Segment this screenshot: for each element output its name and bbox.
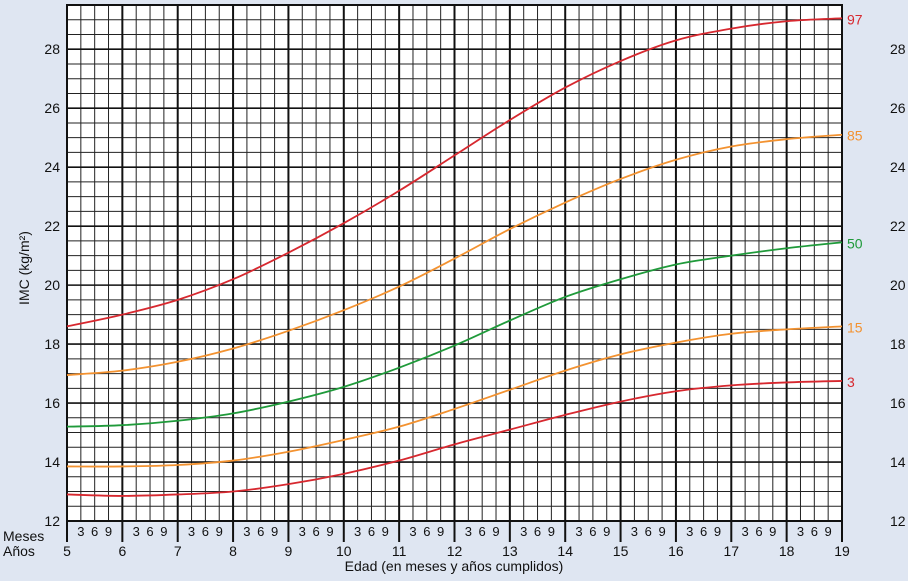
x-month-label: 3 [631, 524, 638, 539]
x-month-label: 3 [742, 524, 749, 539]
series-lines [66, 17, 843, 497]
x-month-label: 6 [202, 524, 209, 539]
y-tick-label-left: 28 [44, 41, 60, 57]
x-month-label: 9 [658, 524, 665, 539]
x-month-label: 9 [271, 524, 278, 539]
y-tick-label-right: 28 [890, 41, 906, 57]
x-month-label: 9 [603, 524, 610, 539]
x-year-label: 11 [392, 543, 407, 559]
percentile-15-line [66, 325, 843, 468]
percentile-15-label: 15 [847, 319, 863, 335]
x-month-label: 6 [700, 524, 707, 539]
x-month-label: 3 [797, 524, 804, 539]
x-month-label: 9 [105, 524, 112, 539]
y-tick-label-left: 20 [44, 277, 60, 293]
x-month-label: 3 [77, 524, 84, 539]
x-month-label: 9 [216, 524, 223, 539]
percentile-3-label: 3 [847, 374, 855, 390]
x-month-label: 3 [354, 524, 361, 539]
percentile-85-line [66, 133, 843, 376]
x-year-label: 16 [668, 543, 684, 559]
percentile-97-label: 97 [847, 11, 863, 27]
x-year-label: 13 [502, 543, 518, 559]
y-tick-label-left: 22 [44, 218, 60, 234]
x-month-label: 3 [520, 524, 527, 539]
x-month-label: 6 [257, 524, 264, 539]
x-month-label: 6 [589, 524, 596, 539]
x-month-label: 3 [188, 524, 195, 539]
y-tick-label-right: 16 [890, 395, 906, 411]
plot-frame [66, 4, 843, 522]
y-axis-left: 12 14 16 18 20 22 24 26 28 [44, 41, 60, 529]
x-month-label: 6 [146, 524, 153, 539]
y-tick-label-left: 18 [44, 336, 60, 352]
y-axis-right: 12 14 16 18 20 22 24 26 28 [890, 41, 906, 529]
x-month-label: 9 [714, 524, 721, 539]
x-month-label: 9 [326, 524, 333, 539]
y-tick-label-left: 26 [44, 100, 60, 116]
months-row-label: Meses [3, 528, 44, 544]
x-month-label: 9 [160, 524, 167, 539]
x-year-label: 19 [834, 543, 850, 559]
x-month-label: 9 [769, 524, 776, 539]
x-month-label: 3 [575, 524, 582, 539]
percentile-3-line [66, 380, 843, 497]
x-month-label: 6 [811, 524, 818, 539]
x-year-label: 10 [336, 543, 352, 559]
x-year-label: 5 [63, 543, 71, 559]
x-month-label: 6 [368, 524, 375, 539]
y-tick-label-right: 18 [890, 336, 906, 352]
x-month-label: 3 [686, 524, 693, 539]
y-tick-label-left: 24 [44, 159, 60, 175]
x-month-label: 9 [492, 524, 499, 539]
x-month-label: 9 [548, 524, 555, 539]
major-grid [66, 4, 843, 542]
x-month-label: 6 [91, 524, 98, 539]
y-tick-label-right: 24 [890, 159, 906, 175]
x-year-label: 12 [447, 543, 463, 559]
x-axis-title: Edad (en meses y años cumplidos) [345, 558, 564, 574]
years-row-label: Años [3, 543, 35, 559]
x-month-label: 3 [409, 524, 416, 539]
x-year-label: 15 [613, 543, 629, 559]
x-year-label: 9 [285, 543, 293, 559]
x-month-label: 3 [243, 524, 250, 539]
x-month-label: 6 [479, 524, 486, 539]
x-year-label: 8 [229, 543, 237, 559]
y-tick-label-right: 20 [890, 277, 906, 293]
y-axis-title: IMC (kg/m²) [16, 231, 32, 305]
x-year-label: 17 [723, 543, 739, 559]
y-tick-label-left: 12 [44, 513, 60, 529]
x-month-label: 9 [825, 524, 832, 539]
x-month-label: 3 [465, 524, 472, 539]
x-month-label: 6 [312, 524, 319, 539]
y-tick-label-right: 12 [890, 513, 906, 529]
x-month-label: 3 [133, 524, 140, 539]
y-tick-label-right: 22 [890, 218, 906, 234]
x-month-label: 6 [755, 524, 762, 539]
x-year-label: 7 [174, 543, 182, 559]
x-month-label: 6 [423, 524, 430, 539]
x-year-label: 18 [779, 543, 795, 559]
y-tick-label-right: 26 [890, 100, 906, 116]
x-month-label: 9 [437, 524, 444, 539]
y-tick-label-left: 16 [44, 395, 60, 411]
percentile-85-label: 85 [847, 128, 863, 144]
x-month-label: 3 [299, 524, 306, 539]
percentile-97-line [66, 17, 843, 328]
x-axis-years: 5 6 7 8 9 10 11 12 13 14 15 16 17 18 19 [63, 543, 850, 559]
x-year-label: 6 [118, 543, 126, 559]
x-month-label: 6 [645, 524, 652, 539]
y-tick-label-left: 14 [44, 454, 60, 470]
y-tick-label-right: 14 [890, 454, 906, 470]
series-labels: 97 85 50 15 3 [847, 11, 863, 390]
percentile-50-label: 50 [847, 235, 863, 251]
x-year-label: 14 [557, 543, 573, 559]
x-month-label: 9 [382, 524, 389, 539]
percentile-50-line [66, 241, 843, 428]
x-month-label: 6 [534, 524, 541, 539]
